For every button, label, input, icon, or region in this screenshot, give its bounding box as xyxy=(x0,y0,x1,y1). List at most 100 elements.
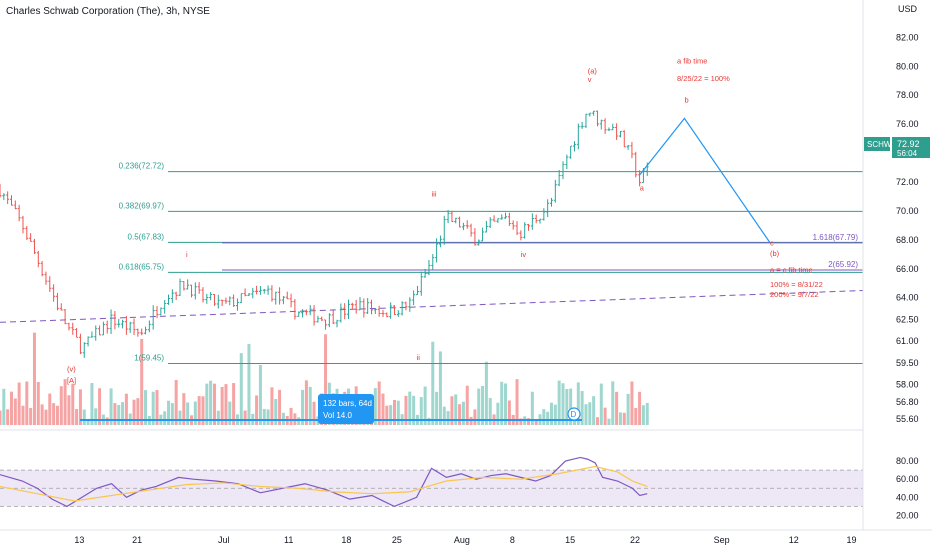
volume-bar xyxy=(641,405,645,425)
volume-bar xyxy=(618,412,622,425)
volume-bar xyxy=(615,391,619,425)
volume-bar xyxy=(569,388,573,425)
volume-bar xyxy=(239,353,243,425)
volume-bar xyxy=(458,404,462,425)
wave-label: c xyxy=(770,239,774,248)
volume-bar xyxy=(504,383,508,425)
volume-bar xyxy=(155,390,159,425)
wave-labels: (a)v a fib time 8/25/22 = 100% b iii a i iv c(b)… xyxy=(67,56,823,385)
volume-bar xyxy=(247,343,251,425)
volume-bar xyxy=(423,386,427,425)
candles xyxy=(0,110,649,358)
measure-vol-text: Vol 14.0 xyxy=(323,411,352,420)
wave-label: (b) xyxy=(770,249,780,258)
volume-bar xyxy=(201,396,205,425)
volume-bar xyxy=(86,418,90,425)
time-tick-label: 11 xyxy=(284,535,293,545)
volume-bar xyxy=(304,380,308,425)
volume-bar xyxy=(427,417,431,425)
dividend-marker-icon[interactable] xyxy=(567,407,581,421)
volume-bar xyxy=(576,382,580,425)
rsi-tick-label: 80.00 xyxy=(896,456,919,466)
wave-label: [A] xyxy=(67,376,76,385)
volume-bar xyxy=(274,398,278,425)
volume-bar xyxy=(140,338,144,425)
rsi-line xyxy=(0,456,648,508)
volume-bar xyxy=(212,383,216,425)
volume-bar xyxy=(121,402,125,425)
volume-bar xyxy=(496,402,500,425)
volume-bar xyxy=(113,403,117,425)
fib-level-label: 0.236(72.72) xyxy=(119,162,165,171)
volume-bar xyxy=(25,381,29,425)
time-tick-label: 25 xyxy=(392,535,402,545)
volume-bar xyxy=(500,381,504,425)
volume-bar xyxy=(622,412,626,425)
volume-bar xyxy=(396,400,400,425)
volume-bar xyxy=(205,383,209,425)
wave-label: v xyxy=(588,75,592,84)
volume-bar xyxy=(557,380,561,425)
measure-tooltip[interactable]: 132 bars, 64d Vol 14.0 D xyxy=(80,394,582,424)
price-tick-label: 61.00 xyxy=(896,336,919,346)
time-tick-label: Sep xyxy=(714,535,730,545)
wave-label: ii xyxy=(417,353,421,362)
fib-level-label: 1(59.45) xyxy=(134,354,164,363)
volume-bar xyxy=(67,395,71,425)
volume-bar xyxy=(438,351,442,425)
volume-bar xyxy=(136,398,140,425)
time-tick-label: Jul xyxy=(218,535,230,545)
volume-bar xyxy=(626,393,630,425)
rsi-tick-label: 60.00 xyxy=(896,474,919,484)
wave-label: a fib time xyxy=(677,56,707,65)
wave-label: a = c fib time xyxy=(770,265,813,274)
volume-bar xyxy=(450,396,454,425)
volume-bar xyxy=(572,418,576,425)
volume-bar xyxy=(595,417,599,425)
volume-bar xyxy=(530,391,534,425)
volume-bar xyxy=(216,410,220,425)
volume-bar xyxy=(377,381,381,425)
fib-levels: 0.236(72.72) 0.382(69.97) 0.5(67.83) 0.618(… xyxy=(119,162,863,365)
volume-bar xyxy=(515,379,519,425)
price-tick-label: 72.00 xyxy=(896,177,919,187)
wave-label: 200% = 9/7/22 xyxy=(770,290,819,299)
rsi-tick-label: 20.00 xyxy=(896,510,919,520)
volume-bar xyxy=(182,393,186,425)
price-tick-label: 80.00 xyxy=(896,61,919,71)
volume-bar xyxy=(419,397,423,425)
price-tick-label: 68.00 xyxy=(896,235,919,245)
wave-projection xyxy=(639,117,771,244)
rsi-ma-line xyxy=(0,465,648,502)
volume-bar xyxy=(174,380,178,425)
volume-bar xyxy=(0,410,2,425)
price-tick-label: 64.00 xyxy=(896,293,919,303)
wave-label: 8/25/22 = 100% xyxy=(677,74,730,83)
volume-bar xyxy=(389,405,393,425)
volume-bar xyxy=(473,409,477,425)
volume-bar xyxy=(481,385,485,425)
volume-bar xyxy=(32,332,36,425)
extension-level-label: 1.618(67.79) xyxy=(813,233,859,242)
volume-bar xyxy=(266,409,270,425)
volume-bar xyxy=(385,405,389,425)
price-tick-label: 76.00 xyxy=(896,119,919,129)
volume-bar xyxy=(297,417,301,425)
time-tick-label: 22 xyxy=(630,535,640,545)
volume-bar xyxy=(59,386,63,425)
volume-bar xyxy=(580,391,584,425)
volume-bar xyxy=(94,408,98,425)
wave-label: i xyxy=(186,250,188,259)
price-tick-label: 56.80 xyxy=(896,397,919,407)
price-tick-label: 66.00 xyxy=(896,264,919,274)
volume-bar xyxy=(9,391,13,425)
volume-bar xyxy=(75,409,79,425)
volume-bar xyxy=(186,402,190,425)
volume-bar xyxy=(17,382,21,425)
volume-bar xyxy=(109,388,113,425)
volume-bar xyxy=(170,403,174,425)
volume-bar xyxy=(255,395,259,425)
volume-bar xyxy=(465,385,469,425)
price-tick-label: 58.00 xyxy=(896,380,919,390)
